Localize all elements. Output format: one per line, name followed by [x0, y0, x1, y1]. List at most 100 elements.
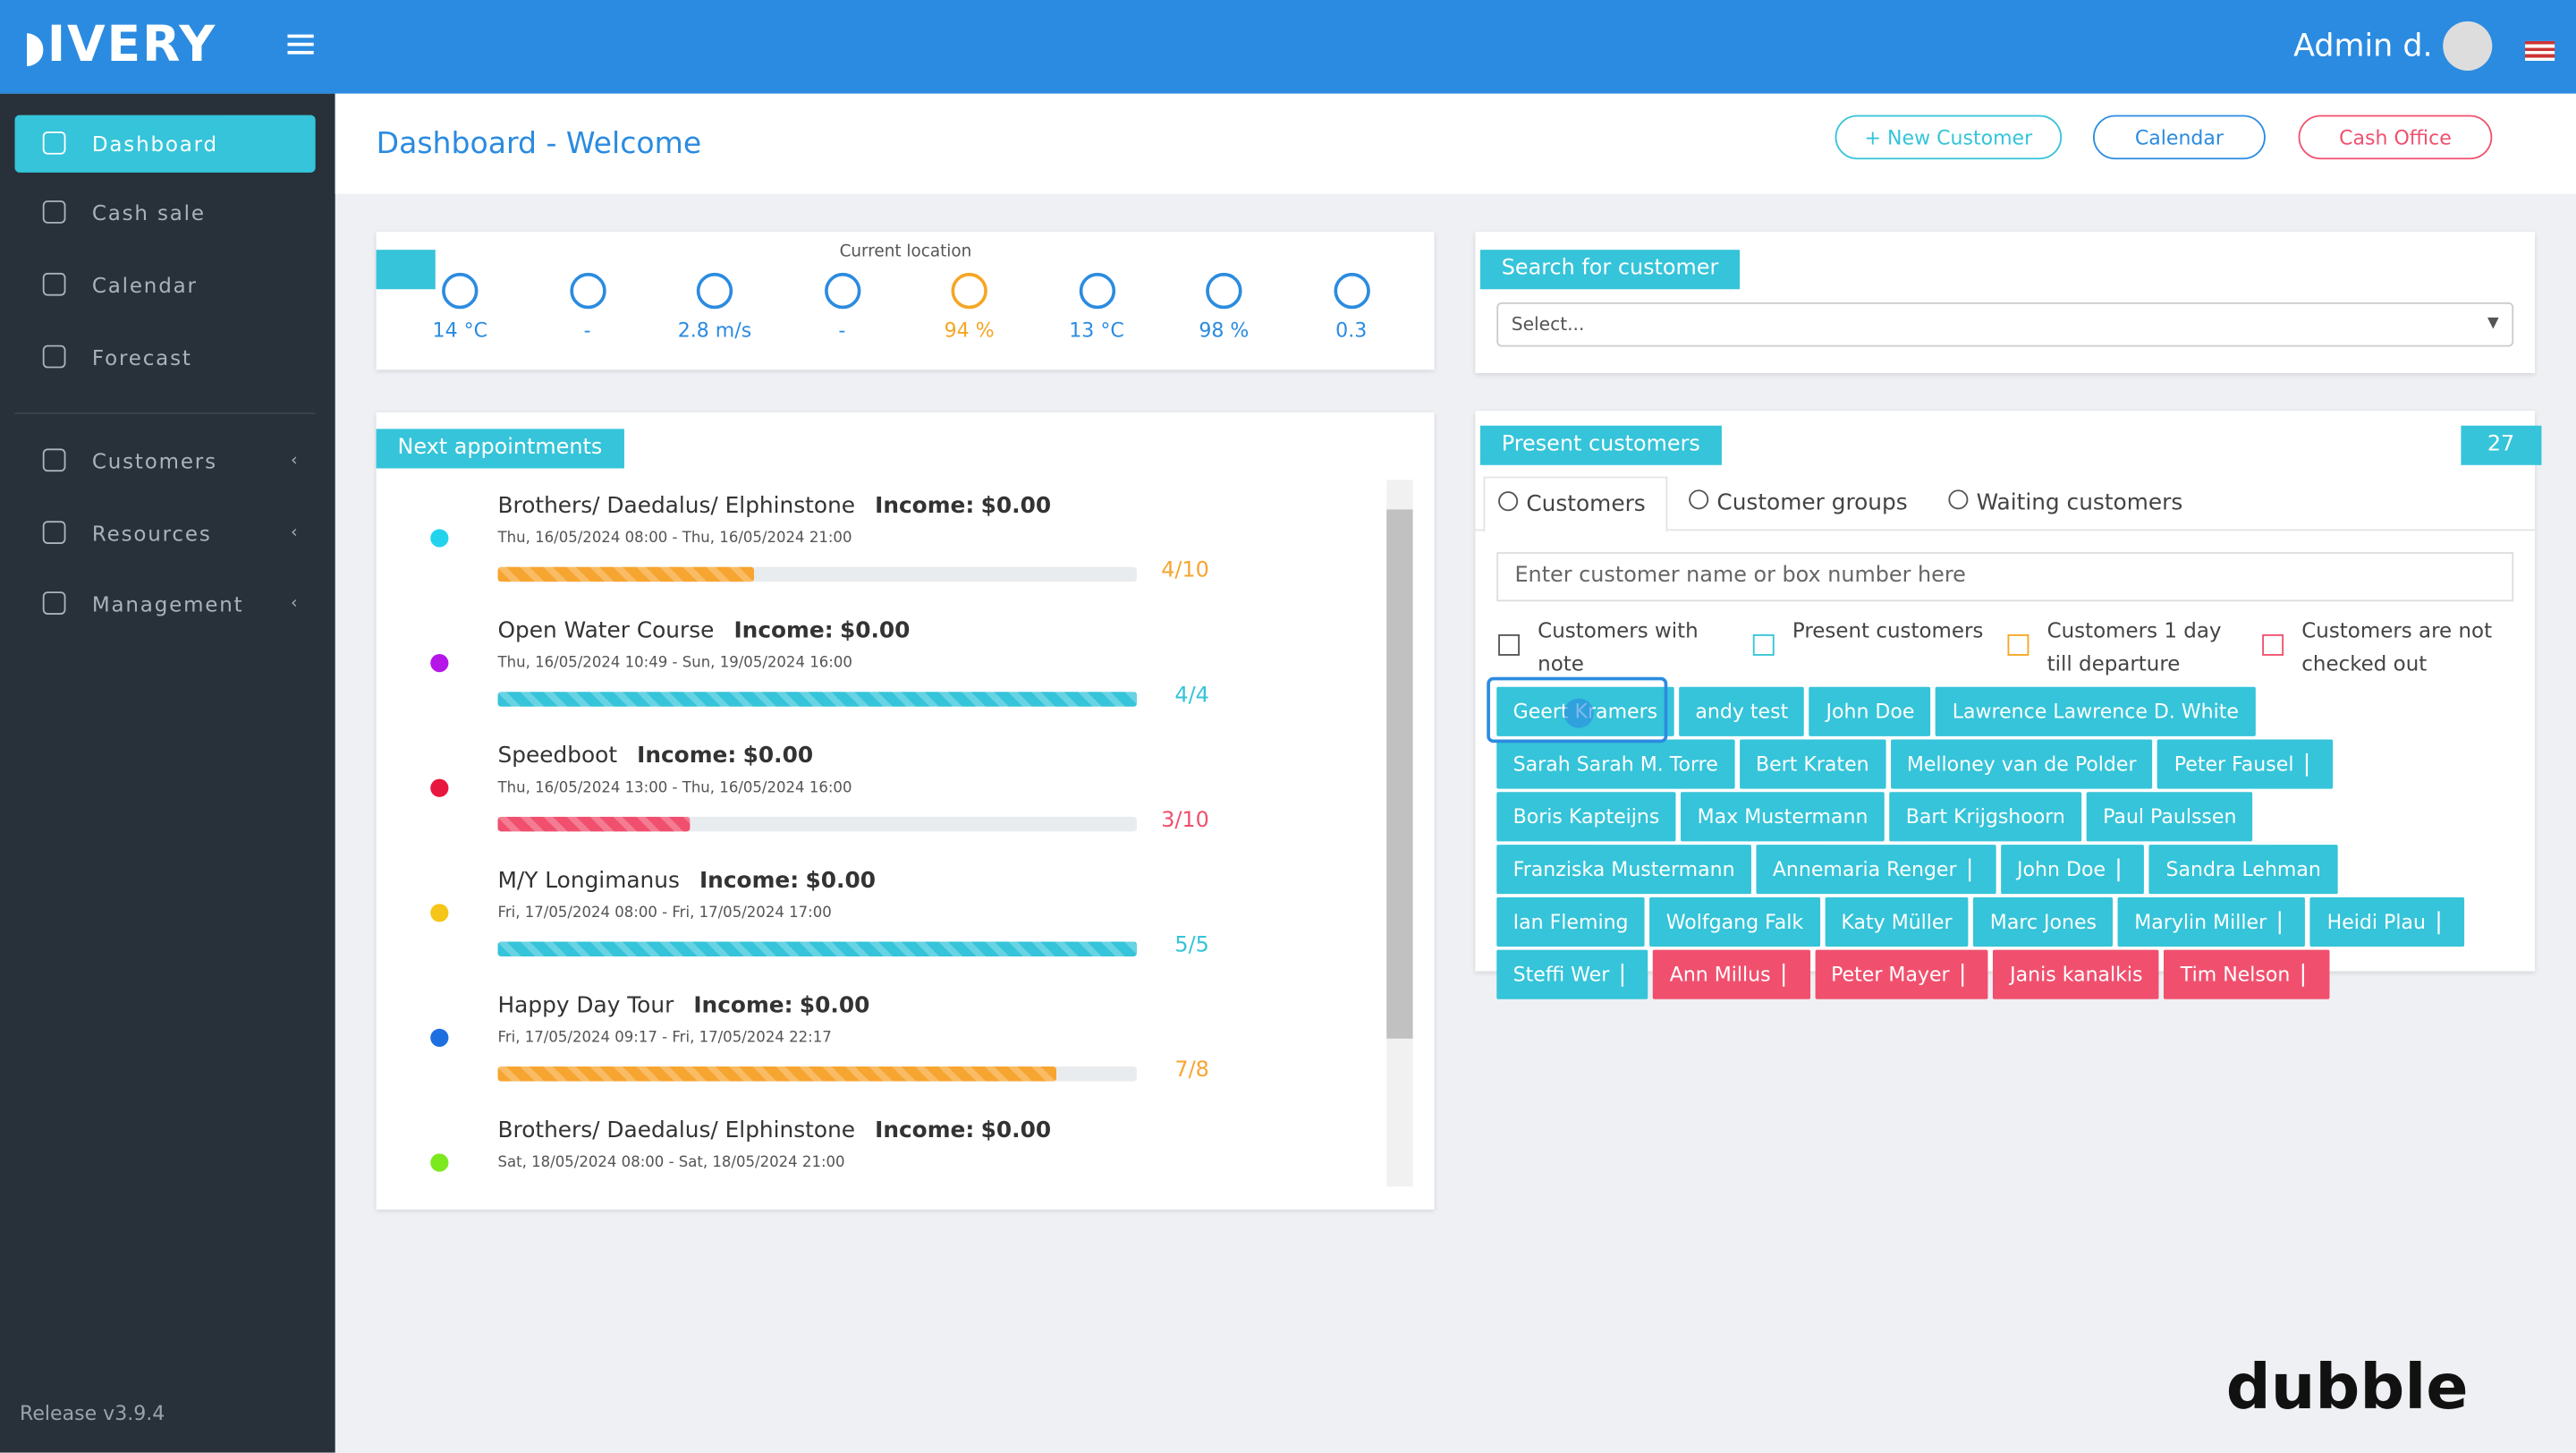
appointment[interactable]: Brothers/ Daedalus/ Elphinstone Income: $0… [377, 489, 1387, 615]
filter[interactable]: Customers with note [1498, 615, 1734, 680]
avatar[interactable] [2443, 21, 2493, 71]
appointment[interactable]: Brothers/ Daedalus/ Elphinstone Income: $0… [377, 1114, 1387, 1239]
tab-label: Customers [1526, 491, 1646, 518]
checkbox[interactable] [2007, 633, 2029, 656]
appointment[interactable]: M/Y Longimanus Income: $0.00 Fri, 17/05/202… [377, 864, 1387, 990]
customer-chip[interactable]: Ian Fleming [1496, 896, 1645, 947]
user-name[interactable]: Admin d. [2293, 28, 2433, 64]
customer-chip[interactable]: Boris Kapteijns [1496, 792, 1676, 842]
tab[interactable]: Waiting customers [1948, 477, 2182, 530]
customer-name: Lawrence Lawrence D. White [1952, 700, 2239, 724]
customer-input[interactable]: Enter customer name or box number here [1496, 552, 2514, 602]
appointment[interactable]: Open Water Course Income: $0.00 Thu, 16/05/… [377, 615, 1387, 740]
customer-chip[interactable]: Franziska Mustermann [1496, 845, 1751, 895]
customer-chip[interactable]: Paul Paulssen [2086, 792, 2253, 842]
nav-item[interactable]: Calendar [15, 257, 316, 314]
checkbox[interactable] [2262, 633, 2284, 656]
customer-chip[interactable]: Bert Kraten [1739, 739, 1885, 789]
note-flag: ❘ [2108, 855, 2129, 883]
separator [14, 412, 316, 414]
customer-name: Peter Mayer [1831, 963, 1950, 987]
nav-item[interactable]: Customers ‹ [15, 432, 316, 489]
filter[interactable]: Customers 1 day till departure [2007, 615, 2235, 680]
customer-chip[interactable]: Wolfgang Falk [1649, 896, 1820, 947]
language-flag[interactable] [2525, 40, 2555, 61]
header-button[interactable]: Cash Office [2298, 115, 2493, 160]
customer-chip[interactable]: Melloney van de Polder [1890, 739, 2153, 789]
customer-chip[interactable]: Max Mustermann [1681, 792, 1885, 842]
header-button[interactable]: + New Customer [1835, 115, 2063, 160]
customer-chip[interactable]: Marc Jones [1973, 896, 2114, 947]
weather-item: - [538, 267, 637, 342]
customer-chip[interactable]: John Doe ❘ [2000, 845, 2145, 895]
checkbox[interactable] [1498, 633, 1520, 656]
nav-item[interactable]: Management ‹ [15, 575, 316, 633]
nav-item[interactable]: Forecast [15, 328, 316, 386]
nav-item[interactable]: Cash sale [15, 184, 316, 242]
customer-name: Katy Müller [1841, 910, 1953, 934]
nav-item[interactable]: Resources ‹ [15, 505, 316, 562]
filter[interactable]: Present customers [1752, 615, 2022, 656]
top-bar: ◗IVERY Admin d. [0, 0, 2576, 94]
chevron: ‹ [291, 594, 300, 614]
customer-chip[interactable]: Tim Nelson ❘ [2164, 949, 2329, 999]
customer-chip[interactable]: Steffi Wer ❘ [1496, 949, 1648, 999]
customer-chip[interactable]: Annemaria Renger ❘ [1756, 845, 1996, 895]
customer-select[interactable]: Select... ▼ [1496, 302, 2514, 347]
customer-chip[interactable]: Lawrence Lawrence D. White [1936, 686, 2256, 736]
customer-chip[interactable]: Peter Mayer ❘ [1814, 949, 1989, 999]
customer-chip[interactable]: andy test [1679, 686, 1805, 736]
weather-icon [1333, 272, 1369, 310]
customer-name: John Doe [1826, 700, 1915, 724]
appointment[interactable]: Happy Day Tour Income: $0.00 Fri, 17/05/202… [377, 990, 1387, 1115]
appointment[interactable]: Speedboot Income: $0.00 Thu, 16/05/2024 13:… [377, 740, 1387, 865]
status-dot [430, 1028, 449, 1048]
income-label: Income: [693, 992, 793, 1019]
customer-chip[interactable]: Ann Millus ❘ [1653, 949, 1810, 999]
customer-name: Wolfgang Falk [1665, 910, 1804, 934]
weather-item: 2.8 m/s [665, 267, 764, 342]
customer-name: Boris Kapteijns [1513, 805, 1660, 828]
weather-icon [442, 272, 479, 310]
filter-label: Customers with note [1538, 617, 1699, 676]
tab-icon [1689, 489, 1709, 510]
filter[interactable]: Customers are not checked out [2262, 615, 2531, 680]
tab[interactable]: Customers [1483, 476, 1667, 533]
customer-name: Janis kanalkis [2010, 963, 2143, 987]
customer-chip[interactable]: Peter Fausel ❘ [2157, 739, 2334, 789]
customer-chip[interactable]: Marylin Miller ❘ [2117, 896, 2306, 947]
customer-chip[interactable]: Sarah Sarah M. Torre [1496, 739, 1735, 789]
filter-label: Customers are not checked out [2301, 617, 2493, 676]
customer-chip[interactable]: Sandra Lehman [2149, 845, 2338, 895]
nav-label: Forecast [91, 344, 192, 370]
customer-chip[interactable]: John Doe [1809, 686, 1931, 736]
income-value: $0.00 [980, 1117, 1052, 1144]
customer-chip[interactable]: Katy Müller [1825, 896, 1969, 947]
customer-name: Bert Kraten [1756, 752, 1869, 776]
progress-bar [497, 1066, 1057, 1082]
menu-toggle[interactable] [287, 33, 314, 56]
checkbox[interactable] [1752, 633, 1775, 656]
appointment-title: Speedboot Income: $0.00 [498, 743, 814, 769]
customer-name: John Doe [2017, 857, 2106, 881]
progress-track [497, 816, 1138, 832]
appointment-name: Speedboot [497, 743, 618, 769]
weather-card [376, 231, 1435, 370]
progress-track [497, 1066, 1138, 1082]
appointment-name: Brothers/ Daedalus/ Elphinstone [497, 493, 856, 520]
customer-name: Ann Millus [1669, 963, 1771, 987]
customer-chip[interactable]: Bart Krijgshoorn [1889, 792, 2082, 842]
customer-chip[interactable]: Heidi Plau ❘ [2310, 896, 2465, 947]
nav-item[interactable]: Dashboard [14, 115, 316, 173]
customer-chip[interactable]: Janis kanalkis [1993, 949, 2159, 999]
income-label: Income: [875, 493, 975, 520]
card-title: Next appointments [376, 429, 624, 469]
header-button[interactable]: Calendar [2093, 115, 2266, 160]
progress-bar [497, 692, 1138, 707]
scrollbar[interactable] [1386, 480, 1413, 1187]
logo[interactable]: ◗IVERY [22, 16, 217, 74]
tab[interactable]: Customer groups [1689, 477, 1908, 530]
scroll-thumb[interactable] [1386, 509, 1413, 1039]
income-label: Income: [875, 1117, 975, 1144]
